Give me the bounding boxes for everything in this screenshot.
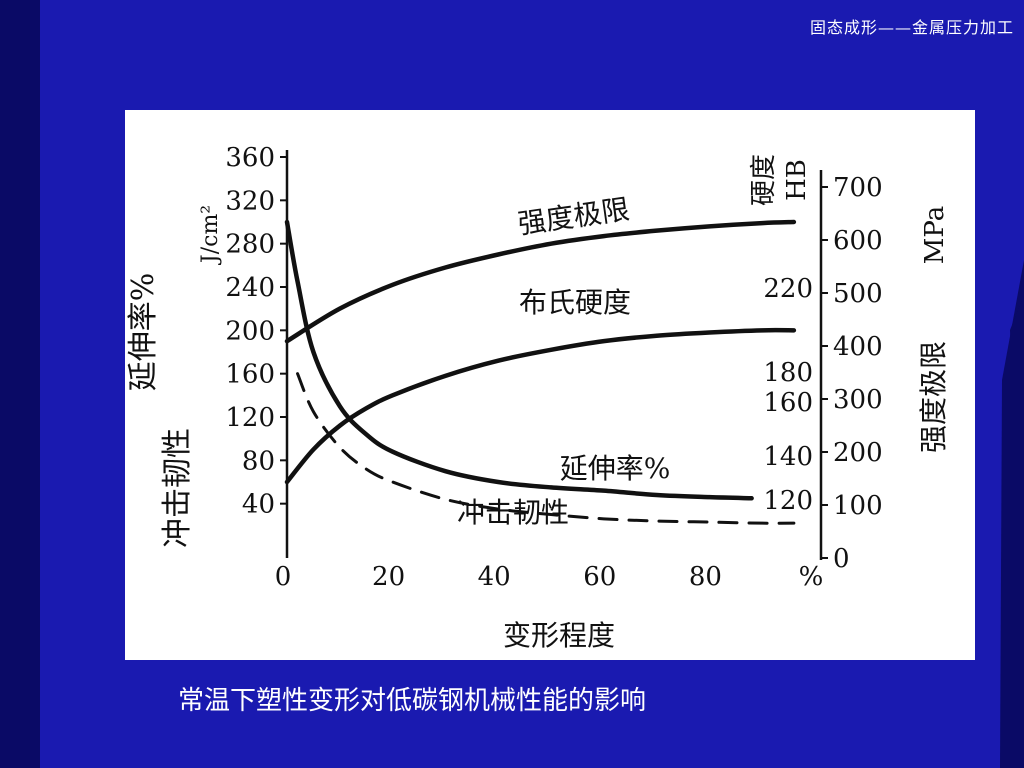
right-axis-hb-tick-label: 120 xyxy=(763,486,813,516)
right-decoration xyxy=(1000,260,1024,768)
right-axis-hb-tick-label: 160 xyxy=(763,388,813,418)
left-axis-label-outer: 冲击韧性 xyxy=(160,428,195,548)
left-axis-tick-label: 240 xyxy=(225,273,275,303)
series-label-impact: 冲击韧性 xyxy=(457,496,569,529)
right-axis-mpa-tick-label: 100 xyxy=(833,491,883,521)
left-axis-tick-label: 160 xyxy=(225,360,275,390)
x-axis-tick-label: 60 xyxy=(583,562,616,592)
left-axis-tick-label: 320 xyxy=(225,186,275,216)
right-axis-mpa-label: 强度极限 xyxy=(917,341,950,453)
left-axis-tick-label: 200 xyxy=(225,316,275,346)
series-label-hardness: 布氏硬度 xyxy=(519,286,631,319)
right-axis-mpa-tick-label: 200 xyxy=(833,438,883,468)
right-axis-mpa-tick-label: 700 xyxy=(833,173,883,203)
left-axis-label-outer2: 延伸率% xyxy=(126,273,161,392)
chart-labels: 冲击韧性 延伸率% J/cm² 硬度 HB 强度极限 MPa 变形程度 强度极限… xyxy=(126,154,950,652)
chart-figure: 360 320 280 240 200 160 120 80 40 700 600 500 400 300… xyxy=(125,110,975,660)
series-line-3 xyxy=(296,372,796,525)
series-label-elongation: 延伸率% xyxy=(560,452,671,485)
series-line-0 xyxy=(284,219,797,344)
left-axis-tick-label: 360 xyxy=(225,143,275,173)
x-axis-label: 变形程度 xyxy=(503,619,615,652)
left-axis-tick-label: 40 xyxy=(242,490,275,520)
chart-svg: 3603202802402001601208040700600500400300… xyxy=(126,143,950,652)
x-axis-tick-label: 20 xyxy=(372,562,405,592)
right-axis-hb-unit: HB xyxy=(782,159,812,201)
right-axis-mpa-unit: MPa xyxy=(920,206,950,264)
series-line-1 xyxy=(284,327,797,485)
left-axis-tick-label: 120 xyxy=(225,403,275,433)
left-axis-unit: J/cm² xyxy=(198,205,223,265)
right-axis-hb-tick-label: 220 xyxy=(763,274,813,304)
slide-header: 固态成形——金属压力加工 xyxy=(809,18,1014,37)
chart-curves xyxy=(284,219,797,525)
right-axis-hb-label: 硬度 xyxy=(749,154,779,206)
left-axis-tick-label: 280 xyxy=(225,230,275,260)
right-axis-hb-tick-label: 180 xyxy=(763,358,813,388)
right-axis-mpa-tick-label: 600 xyxy=(833,226,883,256)
x-axis-tick-label: % xyxy=(799,562,824,592)
right-axis-mpa-tick-label: 0 xyxy=(833,544,850,574)
x-axis-tick-label: 80 xyxy=(689,562,722,592)
left-sidebar-band xyxy=(0,0,40,768)
left-axis-tick-label: 80 xyxy=(242,446,275,476)
right-axis-mpa-tick-label: 500 xyxy=(833,279,883,309)
x-axis-tick-label: 40 xyxy=(478,562,511,592)
right-axis-mpa-tick-label: 300 xyxy=(833,385,883,415)
figure-caption: 常温下塑性变形对低碳钢机械性能的影响 xyxy=(178,686,647,716)
right-axis-hb-tick-label: 140 xyxy=(763,442,813,472)
x-axis-tick-label: 0 xyxy=(275,562,292,592)
chart-axes: 3603202802402001601208040700600500400300… xyxy=(225,143,882,592)
series-line-2 xyxy=(284,219,754,501)
right-axis-mpa-tick-label: 400 xyxy=(833,332,883,362)
